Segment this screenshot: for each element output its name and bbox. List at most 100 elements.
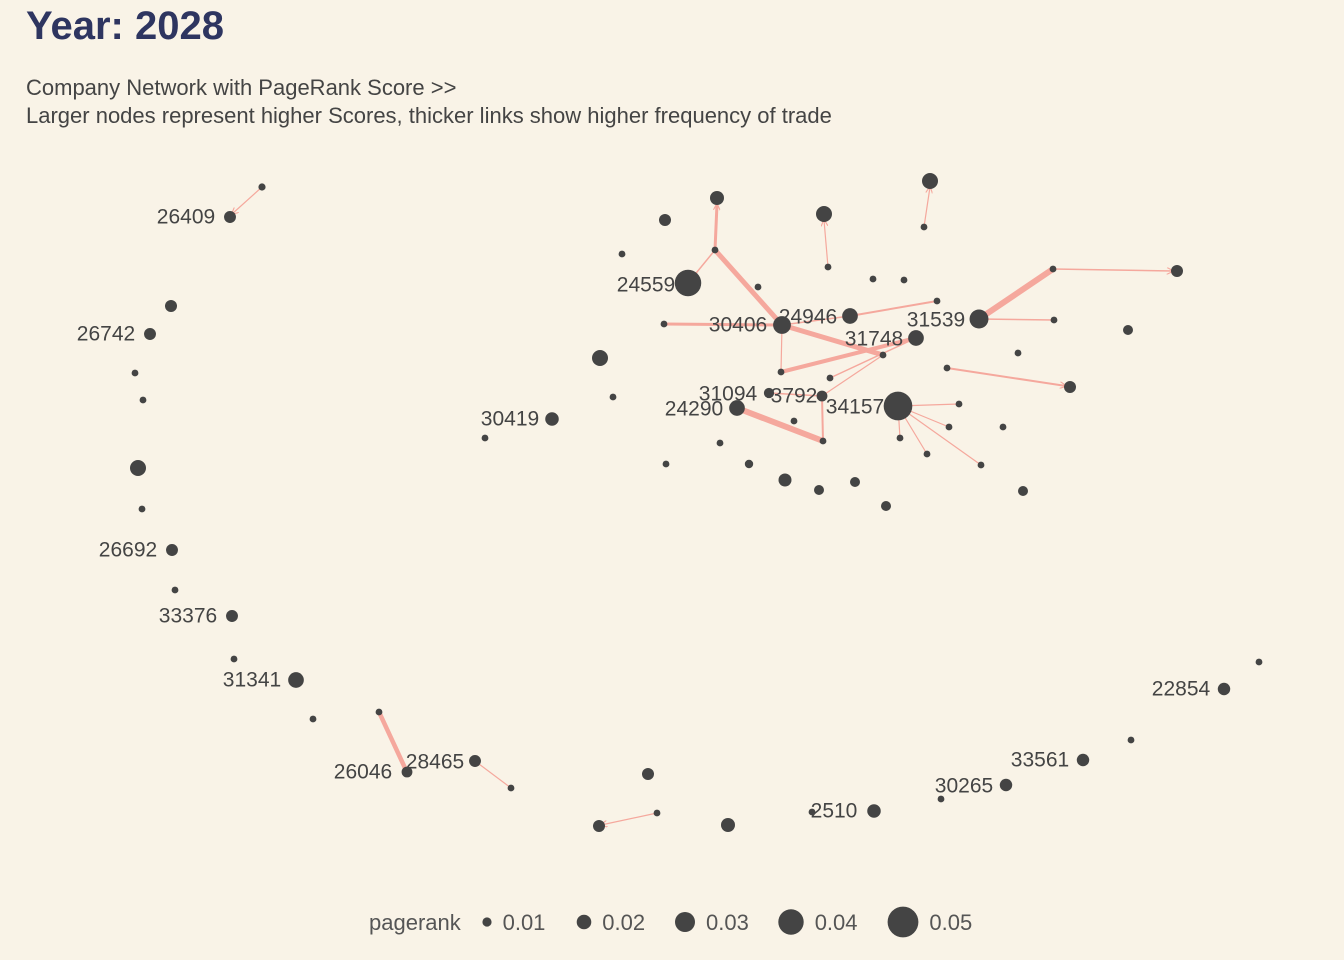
company-node: [869, 275, 877, 283]
trade-link: [824, 220, 829, 268]
company-node: [933, 297, 941, 305]
company-node: [999, 423, 1007, 431]
company-node: [592, 350, 608, 366]
nodes-layer: [130, 173, 1263, 832]
company-node: [816, 206, 832, 222]
company-node: [814, 485, 824, 495]
trade-link: [976, 266, 1056, 322]
legend-title: pagerank: [369, 910, 462, 935]
node-label-33376: 33376: [159, 605, 217, 628]
trade-link: [601, 812, 658, 825]
node-label-31539: 31539: [907, 309, 965, 332]
trade-link: [232, 186, 263, 214]
company-node: [710, 191, 724, 205]
company-node-26692: [166, 544, 178, 556]
trade-link: [474, 760, 512, 789]
company-node-26742: [144, 328, 156, 340]
company-node: [937, 795, 945, 803]
company-node-30265: [999, 778, 1013, 792]
company-node-24559: [674, 269, 702, 297]
subtitle-line-1: Company Network with PageRank Score >>: [26, 75, 457, 100]
trade-link: [923, 187, 930, 228]
legend-key-5: [887, 906, 919, 938]
company-node: [618, 250, 626, 258]
company-node: [481, 434, 489, 442]
company-node: [662, 460, 670, 468]
legend-label-1: 0.01: [503, 910, 546, 935]
company-node: [1171, 265, 1183, 277]
chart-subtitle: Company Network with PageRank Score >> L…: [26, 74, 832, 130]
company-node: [659, 214, 671, 226]
company-node-24290: [729, 400, 745, 416]
company-node: [1014, 349, 1022, 357]
trade-link: [978, 318, 1055, 321]
node-label-26692: 26692: [99, 539, 157, 562]
edges-layer: [232, 187, 1173, 825]
legend-label-2: 0.02: [602, 910, 645, 935]
company-node-24946: [842, 308, 858, 324]
company-node: [165, 300, 177, 312]
node-label-24946: 24946: [779, 306, 837, 329]
company-node: [507, 784, 515, 792]
company-node-2510: [867, 804, 881, 818]
labels-layer: 26409 26742 26692 33376 31341 26046 28465 30419…: [77, 206, 1211, 823]
node-label-31341: 31341: [223, 669, 281, 692]
company-node: [955, 400, 963, 408]
trade-link: [662, 322, 784, 327]
company-node-31094: [763, 387, 775, 399]
node-label-30265: 30265: [935, 775, 993, 798]
trade-link: [821, 395, 824, 442]
company-node: [881, 501, 891, 511]
company-node: [1050, 316, 1058, 324]
company-node: [1064, 381, 1076, 393]
company-node: [920, 223, 928, 231]
trade-link: [849, 300, 938, 317]
company-node-31341: [288, 672, 304, 688]
company-node: [1127, 736, 1135, 744]
trade-link: [1052, 269, 1173, 271]
company-node-31748: [908, 330, 924, 346]
company-node: [850, 477, 860, 487]
company-node-33561: [1076, 753, 1090, 767]
node-label-3792: 3792: [771, 385, 818, 408]
company-node: [923, 450, 931, 458]
company-node-30419: [545, 412, 559, 426]
company-node: [790, 417, 798, 425]
node-label-24290: 24290: [665, 398, 723, 421]
company-node-22854: [1217, 682, 1231, 696]
company-node: [609, 393, 617, 401]
node-label-34157: 34157: [826, 396, 884, 419]
company-node: [139, 396, 147, 404]
company-node: [943, 364, 951, 372]
trade-link: [946, 367, 1066, 386]
trade-link: [779, 336, 918, 374]
company-node: [130, 460, 146, 476]
company-node: [879, 351, 887, 359]
company-node: [896, 434, 904, 442]
company-node: [660, 320, 668, 328]
company-node-30406: [773, 316, 791, 334]
company-node: [375, 708, 383, 716]
node-label-26409: 26409: [157, 206, 215, 229]
company-node: [777, 368, 785, 376]
company-node-28465: [469, 755, 481, 767]
company-node: [653, 809, 661, 817]
company-node-3792: [816, 390, 828, 402]
subtitle-line-2: Larger nodes represent higher Scores, th…: [26, 103, 832, 128]
company-node: [1018, 486, 1028, 496]
company-node: [808, 808, 816, 816]
company-node: [900, 276, 908, 284]
node-label-30406: 30406: [709, 314, 767, 337]
company-node-31539: [969, 309, 989, 329]
company-node: [131, 369, 139, 377]
company-node-26409: [224, 211, 236, 223]
company-node: [778, 473, 792, 487]
node-label-26742: 26742: [77, 323, 135, 346]
legend-label-5: 0.05: [929, 910, 972, 935]
node-label-31748: 31748: [845, 328, 903, 351]
company-node: [593, 820, 605, 832]
company-node-34157: [883, 391, 913, 421]
company-node: [977, 461, 985, 469]
legend-key-3: [675, 912, 695, 932]
company-node: [711, 246, 719, 254]
